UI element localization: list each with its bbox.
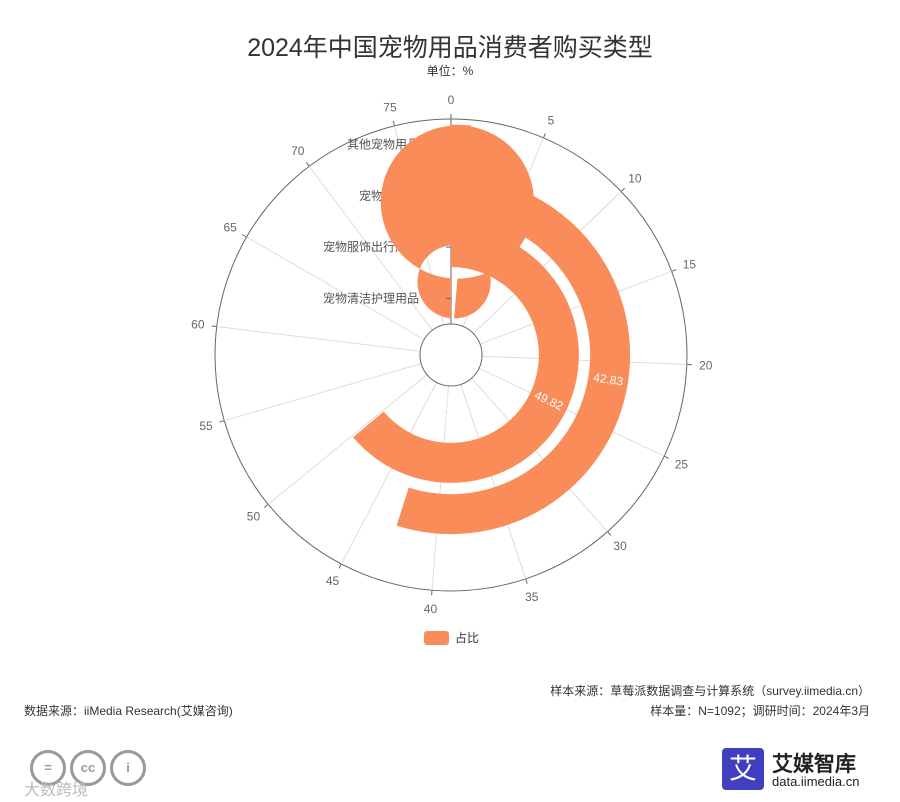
grid-spoke <box>479 270 672 345</box>
brand-logo: 艾 艾媒智库 data.iimedia.cn <box>722 748 872 792</box>
angle-tick-label: 0 <box>448 93 455 107</box>
grid-spoke <box>481 355 687 366</box>
brand-url: data.iimedia.cn <box>772 774 860 789</box>
grid-spoke <box>473 191 622 334</box>
angle-tick-label: 70 <box>291 144 305 158</box>
angle-tick-label: 55 <box>199 419 213 433</box>
legend-label: 占比 <box>455 630 479 645</box>
grid-spoke <box>308 166 433 331</box>
grid-spoke <box>478 367 665 457</box>
bar-1 <box>396 175 631 535</box>
angle-tick <box>211 325 217 328</box>
angle-tick-label: 65 <box>223 221 237 235</box>
angle-tick-label: 75 <box>383 100 397 114</box>
angle-tick <box>543 133 546 139</box>
angle-tick-label: 50 <box>247 509 261 523</box>
legend-swatch <box>424 631 449 645</box>
angle-tick <box>525 578 528 584</box>
angle-tick <box>607 531 612 536</box>
angle-tick-label: 60 <box>191 317 205 331</box>
grid-spoke <box>460 384 527 580</box>
cc-license-icons: = cc i <box>30 750 160 790</box>
polar-bar-chart: 051015202530354045505560657075其他宠物用品1.10… <box>191 93 713 645</box>
angle-tick <box>671 269 677 272</box>
angle-tick <box>305 162 310 167</box>
sample-source: 样本来源：草莓派数据调查与计算系统（survey.iimedia.cn） <box>550 684 870 698</box>
angle-tick-label: 10 <box>628 171 642 185</box>
angle-tick <box>338 563 342 569</box>
angle-tick-label: 35 <box>525 590 539 604</box>
watermark: 大数跨境 <box>24 782 89 799</box>
angle-tick <box>264 503 269 508</box>
angle-tick-label: 30 <box>613 539 627 553</box>
data-source: 数据来源：iiMedia Research(艾媒咨询) <box>24 704 233 718</box>
angle-tick-label: 40 <box>424 602 438 616</box>
value-label: 79.04 <box>441 396 456 427</box>
unit-label: 单位：% <box>426 64 474 78</box>
angle-tick-label: 20 <box>699 358 713 372</box>
angle-tick-label: 5 <box>548 113 555 127</box>
chart-title: 2024年中国宠物用品消费者购买类型 <box>247 34 653 62</box>
angle-tick-label: 25 <box>675 457 689 471</box>
angle-tick <box>620 187 626 192</box>
angle-tick-label: 15 <box>683 258 697 272</box>
value-label: 42.83 <box>592 370 624 388</box>
grid-spoke <box>431 385 450 591</box>
brand-icon: 艾 <box>722 748 764 790</box>
bar-2 <box>353 227 579 483</box>
cc-attribution-icon: i <box>110 750 146 786</box>
grid-spoke <box>216 326 421 352</box>
angle-tick-label: 45 <box>326 574 340 588</box>
angle-tick <box>392 120 396 126</box>
inner-circle <box>419 323 483 387</box>
grid-spoke <box>267 374 428 505</box>
grid-spoke <box>340 382 438 565</box>
angle-tick <box>219 420 225 423</box>
grid-spoke <box>246 236 425 340</box>
grid-spoke <box>471 377 608 532</box>
category-label: 宠物清洁护理用品 <box>323 290 419 305</box>
category-label: 其他宠物用品 <box>347 137 419 152</box>
sample-size: 样本量：N=1092；调研时间：2024年3月 <box>650 704 870 718</box>
angle-tick <box>242 234 247 238</box>
cc-equal-icon: = <box>30 750 66 786</box>
angle-tick <box>663 455 669 459</box>
grid-spoke <box>224 363 422 422</box>
bar-3 <box>380 125 535 319</box>
cc-icon: cc <box>70 750 106 786</box>
brand-name: 艾媒智库 <box>772 753 856 776</box>
